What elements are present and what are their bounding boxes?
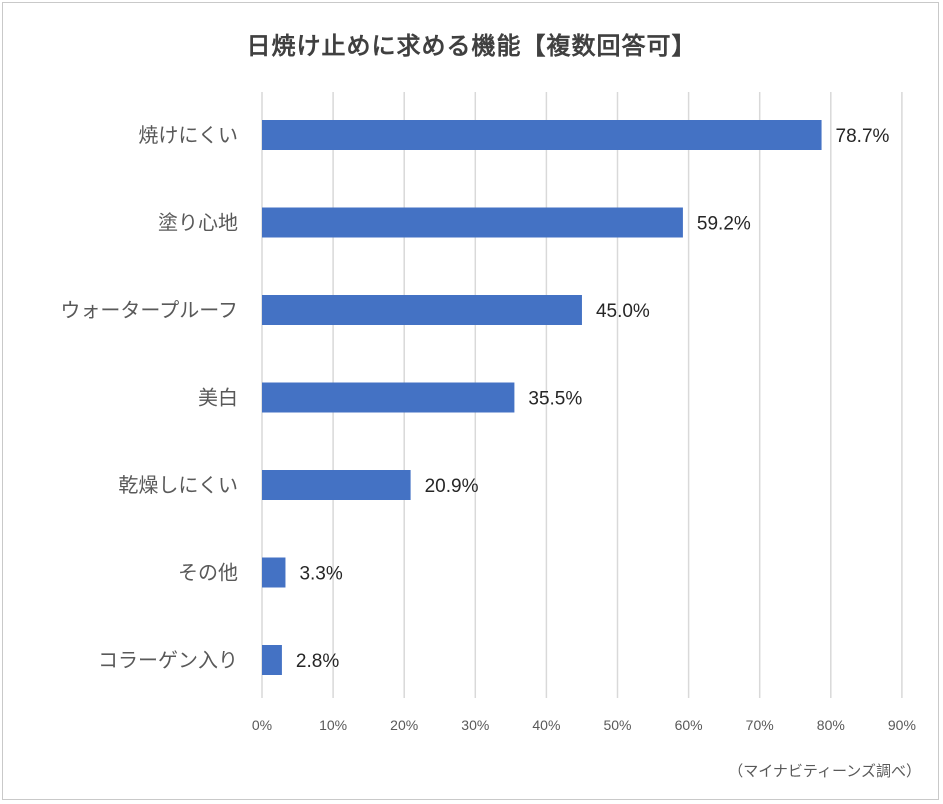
category-label: 塗り心地 [158, 211, 238, 235]
x-tick-label: 60% [675, 717, 703, 733]
category-label: 美白 [198, 386, 238, 410]
category-label: 乾燥しにくい [118, 473, 238, 497]
value-label: 59.2% [697, 214, 751, 235]
x-tick-label: 70% [746, 717, 774, 733]
value-label: 35.5% [528, 389, 582, 410]
bar [262, 382, 515, 413]
x-tick-label: 80% [817, 717, 845, 733]
value-label: 2.8% [296, 651, 339, 672]
x-tick-label: 50% [603, 717, 631, 733]
x-tick-label: 20% [390, 717, 418, 733]
category-label: ウォータープルーフ [60, 298, 238, 322]
x-tick-label: 30% [461, 717, 489, 733]
x-tick-label: 10% [319, 717, 347, 733]
bar [262, 470, 411, 500]
bar [262, 207, 683, 238]
category-label: コラーゲン入り [98, 648, 238, 672]
bar [262, 557, 286, 588]
value-label: 78.7% [836, 126, 890, 147]
bar [262, 295, 582, 325]
category-label: その他 [178, 561, 238, 585]
value-label: 45.0% [596, 301, 650, 322]
bar [262, 645, 282, 675]
value-label: 3.3% [299, 564, 342, 585]
chart-title: 日焼け止めに求める機能【複数回答可】 [246, 32, 697, 60]
x-tick-label: 40% [532, 717, 560, 733]
value-label: 20.9% [425, 476, 479, 497]
x-tick-label: 0% [252, 717, 272, 733]
x-tick-label: 90% [888, 717, 916, 733]
category-label: 焼けにくい [138, 123, 238, 147]
source-note: （マイナビティーンズ調べ） [728, 762, 921, 780]
bar [262, 120, 822, 150]
